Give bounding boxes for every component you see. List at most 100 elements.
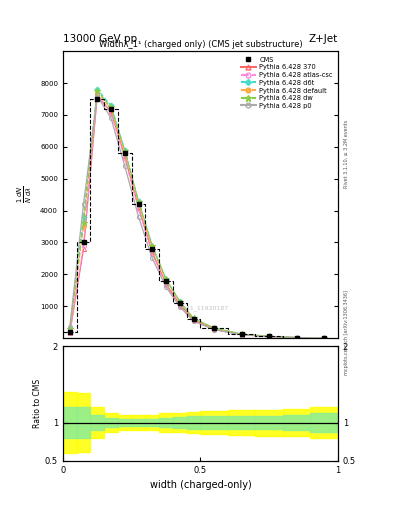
- Pythia 6.428 p0: [68, 324, 72, 330]
- Pythia 6.428 dw: [322, 335, 327, 341]
- Pythia 6.428 default: [123, 148, 127, 155]
- Text: Z+Jet: Z+Jet: [309, 33, 338, 44]
- Pythia 6.428 p0: [191, 318, 196, 324]
- Pythia 6.428 370: [239, 331, 244, 337]
- Pythia 6.428 dw: [164, 276, 169, 283]
- Legend: CMS, Pythia 6.428 370, Pythia 6.428 atlas-csc, Pythia 6.428 d6t, Pythia 6.428 de: CMS, Pythia 6.428 370, Pythia 6.428 atla…: [239, 55, 335, 111]
- X-axis label: width (charged-only): width (charged-only): [150, 480, 251, 490]
- Pythia 6.428 370: [68, 330, 72, 336]
- Pythia 6.428 default: [191, 316, 196, 322]
- Pythia 6.428 dw: [68, 326, 72, 332]
- Pythia 6.428 d6t: [267, 333, 272, 339]
- Pythia 6.428 370: [123, 153, 127, 159]
- Pythia 6.428 default: [136, 200, 141, 206]
- Pythia 6.428 atlas-csc: [108, 110, 114, 116]
- Pythia 6.428 default: [108, 105, 114, 112]
- Line: Pythia 6.428 atlas-csc: Pythia 6.428 atlas-csc: [68, 92, 326, 340]
- Pythia 6.428 p0: [294, 334, 299, 340]
- Pythia 6.428 dw: [123, 147, 127, 154]
- Pythia 6.428 p0: [178, 304, 182, 310]
- Line: Pythia 6.428 dw: Pythia 6.428 dw: [67, 88, 327, 340]
- Pythia 6.428 dw: [81, 220, 86, 226]
- Pythia 6.428 d6t: [322, 335, 327, 341]
- Pythia 6.428 370: [136, 204, 141, 210]
- Pythia 6.428 370: [164, 281, 169, 287]
- Line: Pythia 6.428 default: Pythia 6.428 default: [68, 91, 326, 340]
- Line: Pythia 6.428 p0: Pythia 6.428 p0: [68, 94, 326, 340]
- Pythia 6.428 atlas-csc: [294, 334, 299, 340]
- Text: 13000 GeV pp: 13000 GeV pp: [63, 33, 137, 44]
- Line: Pythia 6.428 d6t: Pythia 6.428 d6t: [68, 88, 326, 339]
- Pythia 6.428 370: [191, 317, 196, 323]
- Pythia 6.428 p0: [95, 93, 100, 99]
- Text: mcplots.cern.ch [arXiv:1306.3436]: mcplots.cern.ch [arXiv:1306.3436]: [344, 290, 349, 375]
- Pythia 6.428 d6t: [239, 331, 244, 337]
- Pythia 6.428 atlas-csc: [136, 206, 141, 212]
- Pythia 6.428 d6t: [294, 334, 299, 340]
- Y-axis label: Ratio to CMS: Ratio to CMS: [33, 379, 42, 428]
- Pythia 6.428 d6t: [81, 214, 86, 220]
- Pythia 6.428 p0: [267, 334, 272, 340]
- Pythia 6.428 370: [322, 335, 327, 341]
- Pythia 6.428 p0: [123, 163, 127, 169]
- Pythia 6.428 370: [267, 333, 272, 339]
- Y-axis label: $\frac{1}{N}\frac{dN}{d\lambda}$: $\frac{1}{N}\frac{dN}{d\lambda}$: [16, 186, 35, 203]
- Text: Rivet 3.1.10, ≥ 3.2M events: Rivet 3.1.10, ≥ 3.2M events: [344, 119, 349, 188]
- Pythia 6.428 d6t: [108, 102, 114, 109]
- Pythia 6.428 atlas-csc: [164, 283, 169, 289]
- Pythia 6.428 d6t: [136, 198, 141, 204]
- Pythia 6.428 d6t: [95, 87, 100, 93]
- Pythia 6.428 default: [239, 331, 244, 337]
- Pythia 6.428 atlas-csc: [81, 243, 86, 249]
- Pythia 6.428 atlas-csc: [322, 335, 327, 341]
- Pythia 6.428 atlas-csc: [191, 318, 196, 324]
- Pythia 6.428 dw: [294, 334, 299, 340]
- Pythia 6.428 370: [95, 93, 100, 99]
- Pythia 6.428 d6t: [123, 147, 127, 153]
- Pythia 6.428 d6t: [212, 325, 217, 331]
- Pythia 6.428 dw: [191, 315, 196, 322]
- Title: Widthλ_1¹ (charged only) (CMS jet substructure): Widthλ_1¹ (charged only) (CMS jet substr…: [99, 40, 302, 49]
- Pythia 6.428 p0: [108, 115, 114, 121]
- Pythia 6.428 p0: [322, 335, 327, 341]
- Pythia 6.428 dw: [136, 199, 141, 205]
- Pythia 6.428 370: [294, 334, 299, 340]
- Pythia 6.428 default: [294, 334, 299, 340]
- Pythia 6.428 default: [267, 333, 272, 339]
- Pythia 6.428 atlas-csc: [178, 303, 182, 309]
- Pythia 6.428 p0: [81, 201, 86, 207]
- Pythia 6.428 d6t: [150, 243, 155, 249]
- Pythia 6.428 dw: [239, 331, 244, 337]
- Pythia 6.428 p0: [239, 332, 244, 338]
- Pythia 6.428 d6t: [68, 326, 72, 332]
- Pythia 6.428 default: [164, 277, 169, 283]
- Pythia 6.428 p0: [212, 327, 217, 333]
- Pythia 6.428 default: [95, 90, 100, 96]
- Pythia 6.428 370: [81, 246, 86, 252]
- Pythia 6.428 default: [322, 335, 327, 341]
- Pythia 6.428 370: [150, 249, 155, 255]
- Pythia 6.428 d6t: [191, 315, 196, 322]
- Pythia 6.428 dw: [267, 333, 272, 339]
- Pythia 6.428 370: [178, 302, 182, 308]
- Pythia 6.428 atlas-csc: [123, 155, 127, 161]
- Pythia 6.428 default: [150, 244, 155, 250]
- Pythia 6.428 p0: [164, 284, 169, 290]
- Pythia 6.428 d6t: [178, 298, 182, 305]
- Pythia 6.428 atlas-csc: [95, 91, 100, 97]
- Pythia 6.428 dw: [150, 243, 155, 249]
- Pythia 6.428 dw: [178, 298, 182, 305]
- Pythia 6.428 default: [178, 300, 182, 306]
- Text: 2021_11920187: 2021_11920187: [178, 305, 229, 311]
- Pythia 6.428 dw: [95, 88, 100, 94]
- Pythia 6.428 d6t: [164, 276, 169, 282]
- Pythia 6.428 370: [212, 326, 217, 332]
- Pythia 6.428 dw: [212, 325, 217, 331]
- Pythia 6.428 default: [212, 325, 217, 331]
- Pythia 6.428 default: [81, 223, 86, 229]
- Pythia 6.428 atlas-csc: [267, 334, 272, 340]
- Pythia 6.428 atlas-csc: [150, 250, 155, 257]
- Pythia 6.428 dw: [108, 104, 114, 110]
- Pythia 6.428 atlas-csc: [68, 330, 72, 336]
- Line: Pythia 6.428 370: Pythia 6.428 370: [68, 94, 326, 340]
